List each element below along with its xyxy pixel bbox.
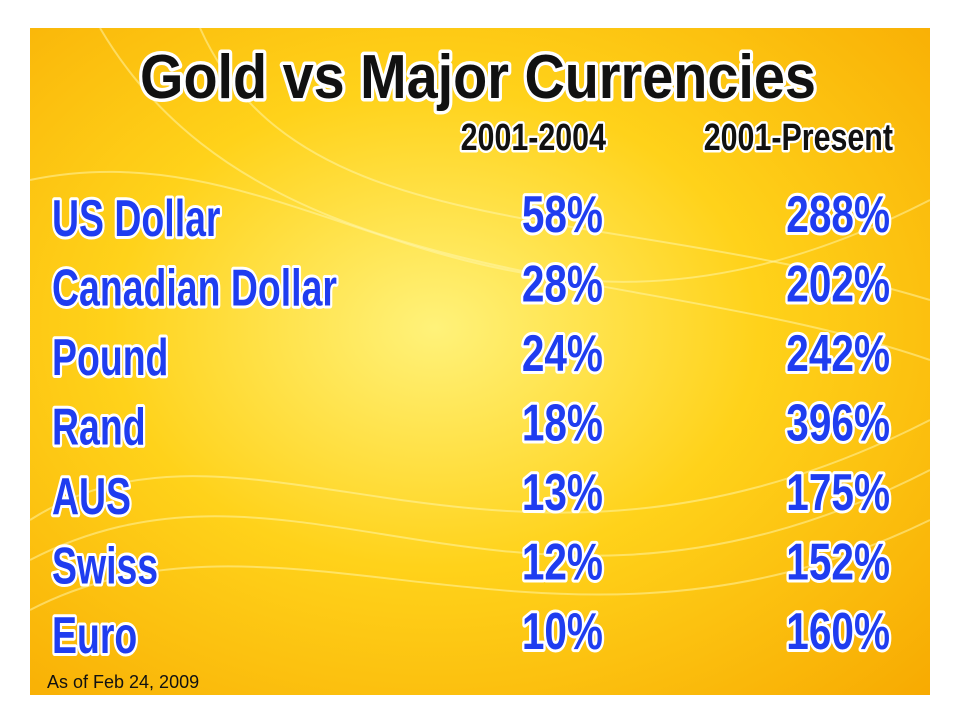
cell-value: 202% bbox=[786, 255, 890, 313]
row-label: AUS bbox=[52, 467, 131, 526]
column-header: 2001-Present bbox=[704, 117, 894, 159]
row-label: Rand bbox=[52, 397, 146, 456]
row-label: Swiss bbox=[52, 536, 158, 595]
cell-value: 10% bbox=[522, 602, 603, 660]
footnote: As of Feb 24, 2009 bbox=[47, 672, 199, 692]
row-label: Pound bbox=[52, 328, 168, 387]
row-label: Euro bbox=[52, 606, 137, 665]
cell-value: 58% bbox=[522, 185, 603, 243]
cell-value: 152% bbox=[786, 533, 890, 591]
background bbox=[30, 28, 930, 695]
title: Gold vs Major Currencies bbox=[140, 43, 816, 111]
cell-value: 24% bbox=[522, 324, 603, 382]
cell-value: 160% bbox=[786, 602, 890, 660]
cell-value: 396% bbox=[786, 394, 890, 452]
cell-value: 12% bbox=[522, 533, 603, 591]
cell-value: 28% bbox=[522, 255, 603, 313]
column-header: 2001-2004 bbox=[461, 117, 606, 159]
cell-value: 13% bbox=[522, 463, 603, 521]
table: 2001-2004 2001-Present US Dollar 58% 288% Can… bbox=[49, 115, 895, 667]
row-label: Canadian Dollar bbox=[52, 258, 337, 317]
swirls bbox=[29, 27, 931, 611]
row-label: US Dollar bbox=[52, 189, 220, 248]
cell-value: 18% bbox=[522, 394, 603, 452]
cell-value: 242% bbox=[786, 324, 890, 382]
cell-value: 175% bbox=[786, 463, 890, 521]
cell-value: 288% bbox=[786, 185, 890, 243]
